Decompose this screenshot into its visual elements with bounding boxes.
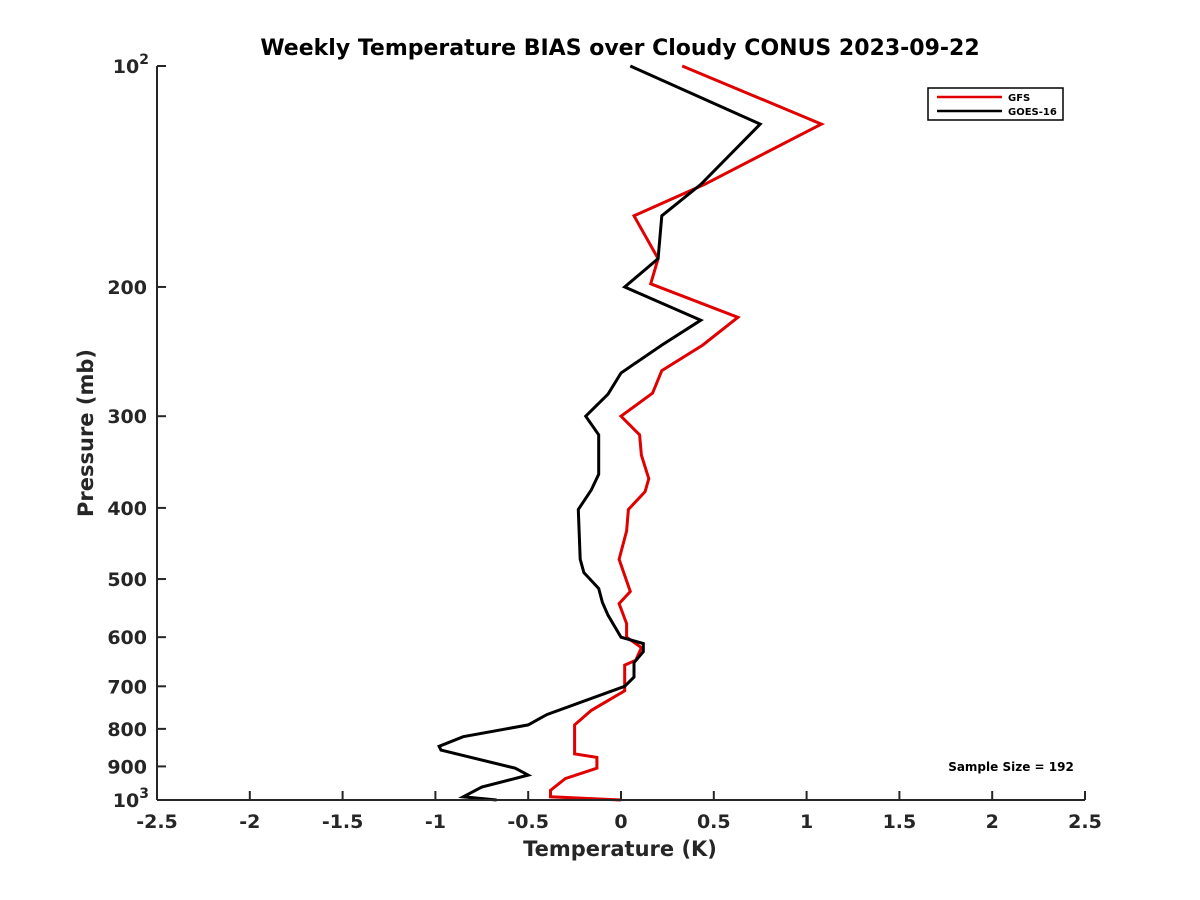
- series-line-goes16: [437, 64, 763, 802]
- axes-layer: -2.5 -2 -1.5 -1 -0.5 0 0.5 1 1.5 2 2.5 102 200 300 400…: [107, 52, 1102, 833]
- y-tick-label: 700: [107, 676, 147, 698]
- y-tick-label: 103: [113, 786, 149, 812]
- y-tick-label: 200: [107, 277, 147, 299]
- series-layer: [437, 64, 825, 802]
- x-tick-label: 1.5: [883, 811, 917, 833]
- y-tick-label: 800: [107, 719, 147, 741]
- y-axis-label: Pressure (mb): [74, 349, 98, 517]
- x-tick-label: -2.5: [136, 811, 178, 833]
- legend-box: [927, 87, 1064, 121]
- x-tick-label: -0.5: [507, 811, 549, 833]
- x-tick-label: -1.5: [322, 811, 364, 833]
- series-line-gfs: [549, 64, 825, 802]
- x-tick-label: 2: [986, 811, 999, 833]
- y-tick-label: 900: [107, 756, 147, 778]
- x-tick-label: 0.5: [697, 811, 731, 833]
- legend-label-goes16: GOES-16: [1008, 107, 1057, 118]
- y-tick-label: 102: [113, 52, 149, 78]
- y-tick-label: 300: [107, 406, 147, 428]
- sample-size-annotation: Sample Size = 192: [948, 760, 1074, 774]
- x-tick-label: -1: [425, 811, 446, 833]
- chart-title: Weekly Temperature BIAS over Cloudy CONU…: [260, 36, 979, 61]
- legend-label-gfs: GFS: [1008, 93, 1030, 104]
- y-tick-label: 600: [107, 627, 147, 649]
- y-tick-label: 400: [107, 498, 147, 520]
- x-tick-label: 1: [800, 811, 813, 833]
- x-tick-label: 0: [614, 811, 627, 833]
- legend: GFS GOES-16: [927, 87, 1064, 121]
- x-tick-label: -2: [239, 811, 260, 833]
- y-tick-label: 500: [107, 569, 147, 591]
- x-tick-label: 2.5: [1068, 811, 1102, 833]
- x-axis-label: Temperature (K): [523, 837, 717, 861]
